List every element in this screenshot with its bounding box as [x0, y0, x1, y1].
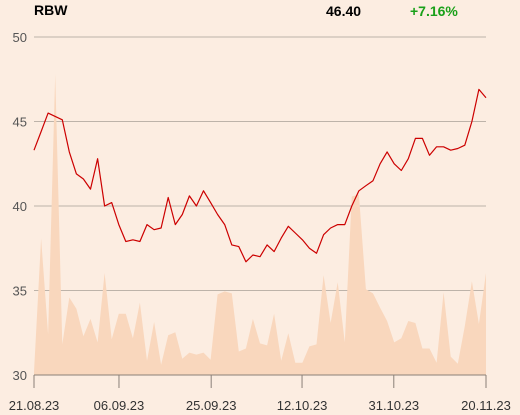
x-tick-label: 12.10.23: [277, 398, 328, 413]
ticker-symbol: RBW: [34, 2, 68, 18]
y-tick-label: 35: [13, 284, 27, 299]
x-tick-label: 31.10.23: [368, 398, 419, 413]
line-layer: [33, 88, 487, 263]
grid-layer: [34, 36, 486, 291]
x-tick-label: 06.09.23: [94, 398, 145, 413]
axis-layer: 30 35 40 45 50 21.08.23 06.09.23 25.09.23 12.10.…: [9, 30, 511, 413]
x-tick-label: 20.11.23: [461, 398, 511, 413]
y-tick-label: 50: [13, 30, 27, 45]
x-tick-label: 25.09.23: [186, 398, 237, 413]
y-tick-label: 30: [13, 368, 27, 383]
y-tick-label: 45: [13, 115, 27, 130]
price-line: [33, 88, 487, 263]
last-price: 46.40: [326, 3, 362, 19]
volume-layer: [34, 74, 486, 375]
price-change: +7.16%: [410, 3, 458, 19]
y-tick-label: 40: [13, 199, 27, 214]
x-tick-label: 21.08.23: [9, 398, 60, 413]
volume-area: [34, 74, 486, 375]
